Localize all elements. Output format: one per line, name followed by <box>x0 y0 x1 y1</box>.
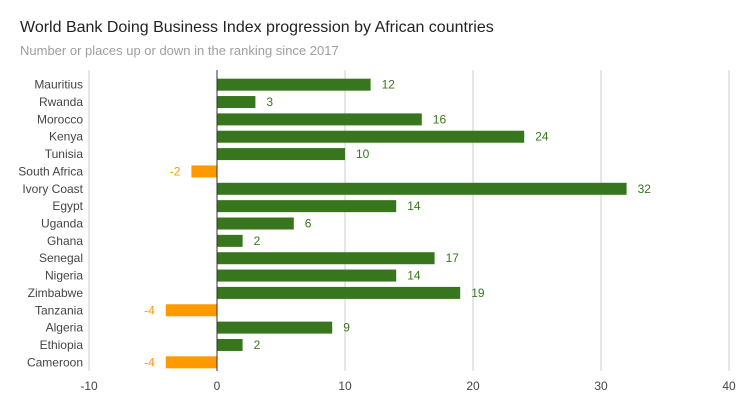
category-labels: Mauritius Rwanda Morocco Kenya Tunisia South … <box>18 78 83 370</box>
category-label: Tunisia <box>45 147 84 161</box>
data-label: -4 <box>144 355 155 369</box>
bar <box>217 286 461 299</box>
bar <box>217 321 333 334</box>
bars <box>165 78 627 369</box>
bar <box>165 356 217 369</box>
category-label: Tanzania <box>35 303 83 317</box>
bar <box>217 200 397 213</box>
data-label: 2 <box>254 234 261 248</box>
data-label: 6 <box>305 217 312 231</box>
x-tick-label: 30 <box>594 379 608 393</box>
x-tick-labels: -10 0 10 20 30 40 <box>80 379 736 393</box>
category-label: Cameroon <box>27 355 83 369</box>
data-label: 2 <box>254 338 261 352</box>
data-label: 17 <box>446 251 460 265</box>
bar <box>217 96 256 109</box>
data-label: 14 <box>407 269 421 283</box>
chart-title: World Bank Doing Business Index progress… <box>20 19 494 36</box>
category-label: Kenya <box>49 130 83 144</box>
x-tick-label: -10 <box>80 379 98 393</box>
category-label: Nigeria <box>45 269 83 283</box>
x-tick-label: 0 <box>214 379 221 393</box>
bar <box>217 338 243 351</box>
bar <box>191 165 217 178</box>
category-label: Algeria <box>46 321 84 335</box>
x-tick-label: 10 <box>338 379 352 393</box>
bar <box>217 182 627 195</box>
data-label: 24 <box>535 130 549 144</box>
data-label: 16 <box>433 112 447 126</box>
bar <box>217 113 422 126</box>
bar <box>165 304 217 317</box>
data-label: -4 <box>144 303 155 317</box>
bar <box>217 217 294 230</box>
bar <box>217 252 435 265</box>
data-label: 19 <box>471 286 485 300</box>
data-label: 32 <box>638 182 652 196</box>
data-label: 9 <box>343 321 350 335</box>
category-label: Mauritius <box>34 78 83 92</box>
data-label: 14 <box>407 199 421 213</box>
category-label: Uganda <box>41 217 83 231</box>
category-label: Zimbabwe <box>28 286 84 300</box>
category-label: South Africa <box>18 164 83 178</box>
bar <box>217 148 345 161</box>
data-label: 12 <box>382 78 396 92</box>
bar <box>217 234 243 247</box>
data-label: 3 <box>266 95 273 109</box>
category-label: Morocco <box>37 112 83 126</box>
data-label: -2 <box>170 164 181 178</box>
bar <box>217 78 371 91</box>
data-label: 10 <box>356 147 370 161</box>
chart-subtitle: Number or places up or down in the ranki… <box>20 43 339 58</box>
data-labels: 12 3 16 24 10 -2 32 14 6 2 17 14 19 -4 9 2 -4 <box>144 78 651 370</box>
category-label: Ethiopia <box>40 338 84 352</box>
bar <box>217 130 525 143</box>
category-label: Ivory Coast <box>22 182 83 196</box>
category-label: Senegal <box>39 251 83 265</box>
x-tick-label: 20 <box>466 379 480 393</box>
category-label: Ghana <box>47 234 83 248</box>
category-label: Egypt <box>52 199 83 213</box>
category-label: Rwanda <box>39 95 83 109</box>
bar <box>217 269 397 282</box>
x-tick-label: 40 <box>722 379 736 393</box>
